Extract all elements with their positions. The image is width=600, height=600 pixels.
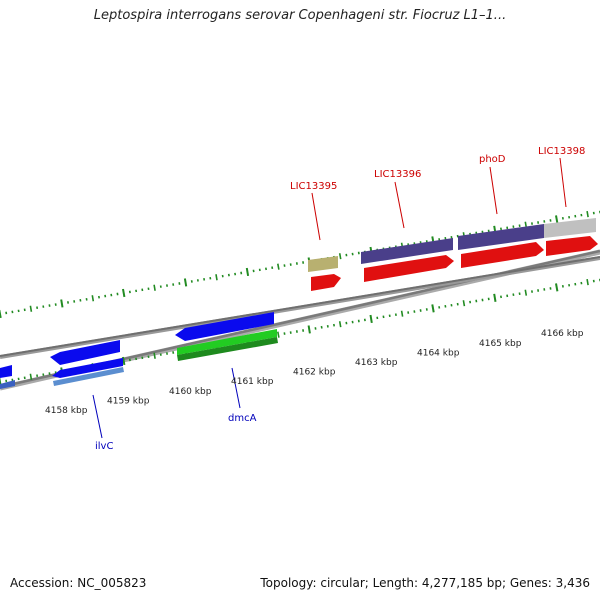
gene-dmcA[interactable] [177, 329, 277, 355]
upper-tick [153, 284, 156, 291]
lower-tick [320, 325, 323, 329]
leader-dmcA [231, 367, 241, 409]
scale-label: 4159 kbp [107, 396, 150, 406]
feature-partial-left-2[interactable] [0, 380, 15, 389]
upper-tick [91, 295, 95, 302]
gene-ilvC-sub[interactable] [53, 367, 124, 386]
scale-label: 4158 kbp [45, 406, 88, 416]
gene-LIC13395[interactable] [308, 256, 338, 272]
leader-ilvC [92, 394, 103, 439]
lower-tick [29, 373, 33, 380]
gene-phoD[interactable] [458, 224, 544, 250]
cds-ilvC[interactable] [50, 340, 120, 365]
leader-LIC13398 [559, 157, 567, 208]
scale-label: 4165 kbp [479, 339, 522, 349]
upper-tick [586, 210, 589, 218]
tick-track-upper [0, 210, 600, 319]
scale-label: 4163 kbp [355, 358, 398, 368]
reverse-features [0, 312, 278, 389]
lower-tick [307, 325, 311, 334]
page-title: Leptospira interrogans serovar Copenhage… [93, 8, 507, 23]
gene-dmcA-sub[interactable] [177, 337, 278, 361]
upper-tick [29, 305, 33, 312]
upper-tick [122, 288, 126, 298]
topology-length-genes-label: Topology: circular; Length: 4,277,185 bp… [260, 576, 590, 590]
lower-tick [431, 304, 435, 313]
gene-labels: LIC13395 LIC13396 phoD LIC13398 ilvC dmc… [95, 146, 585, 452]
lower-tick [338, 321, 342, 328]
scale-labels: 4158 kbp 4159 kbp 4160 kbp 4161 kbp 4162 kbp… [45, 329, 584, 416]
upper-tick [245, 267, 250, 277]
leader-LIC13395 [311, 192, 321, 241]
accession-label: Accession: NC_005823 [10, 576, 147, 590]
upper-tick [215, 274, 218, 281]
gene-LIC13398[interactable] [544, 218, 596, 238]
feature-partial-left[interactable] [0, 365, 12, 378]
gene-ilvC[interactable] [52, 358, 123, 378]
lower-tick [400, 310, 404, 317]
leader-phoD [489, 166, 498, 215]
label-LIC13398[interactable]: LIC13398 [538, 146, 585, 157]
lower-tick [493, 293, 497, 302]
scale-label: 4166 kbp [541, 329, 584, 339]
label-phoD[interactable]: phoD [479, 154, 506, 165]
upper-tick [183, 278, 188, 287]
cds-dmcA[interactable] [175, 312, 274, 341]
label-leaders [92, 157, 567, 439]
cds-LIC13396[interactable] [364, 255, 454, 282]
lower-tick [153, 352, 156, 359]
cds-phoD[interactable] [461, 242, 544, 268]
leader-LIC13396 [394, 181, 405, 229]
label-dmcA[interactable]: dmcA [228, 413, 257, 424]
upper-tick [0, 309, 2, 319]
lower-tick [369, 314, 373, 324]
forward-features [308, 218, 598, 291]
lower-tick [122, 356, 126, 366]
cds-LIC13395[interactable] [311, 274, 341, 291]
label-ilvC[interactable]: ilvC [95, 441, 113, 452]
lower-tick [277, 331, 280, 338]
lower-tick [524, 289, 528, 296]
gene-LIC13396[interactable] [361, 238, 453, 264]
scale-label: 4164 kbp [417, 348, 460, 358]
upper-tick [555, 215, 559, 224]
label-LIC13395[interactable]: LIC13395 [290, 181, 337, 192]
upper-tick [338, 253, 342, 260]
scale-label: 4162 kbp [293, 368, 336, 378]
scale-label: 4160 kbp [169, 387, 212, 397]
label-LIC13396[interactable]: LIC13396 [374, 169, 421, 180]
lower-tick [586, 278, 589, 286]
upper-tick [60, 299, 64, 308]
lower-tick [462, 300, 466, 307]
cds-LIC13398[interactable] [546, 236, 598, 256]
upper-tick [277, 263, 280, 270]
scale-label: 4161 kbp [231, 377, 274, 387]
lower-tick [555, 283, 559, 292]
